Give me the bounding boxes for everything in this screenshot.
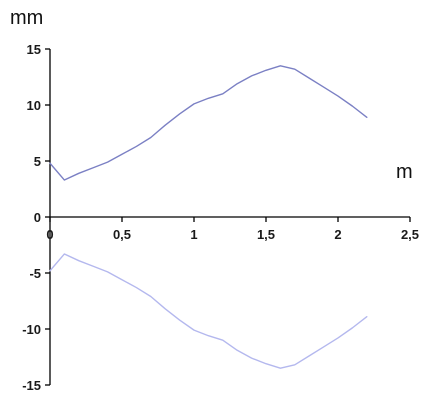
axes: 15 10 5 0 -5 -10 -15 0 0,5 1 1,5 2 2,5 [22,42,419,393]
y-tick-label: -10 [22,322,41,337]
series-layer [49,65,368,369]
x-axis-unit-label: m [396,161,413,183]
series-line-2 [49,253,368,369]
y-tick-label: 10 [27,98,41,113]
x-tick-label: 1,5 [257,227,275,242]
x-tick-label: 2 [334,227,341,242]
x-tick-label: 2,5 [401,227,419,242]
y-tick-label: -15 [22,378,41,393]
y-tick-label: -5 [29,266,41,281]
x-tick-label: 1 [190,227,197,242]
y-tick-label: 0 [34,210,41,225]
x-tick-label: 0 [46,227,53,242]
series-line-1 [49,65,368,181]
y-tick-label: 5 [34,154,41,169]
x-tick-label: 0,5 [113,227,131,242]
y-tick-label: 15 [27,42,41,57]
y-axis-unit-label: mm [10,7,43,29]
